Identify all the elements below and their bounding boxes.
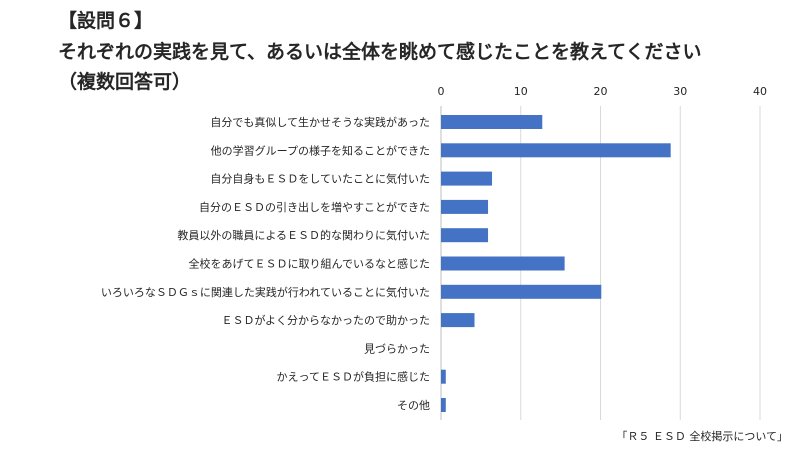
bar xyxy=(441,256,565,271)
chart-title-line-3: （複数回答可） xyxy=(58,71,192,93)
bars xyxy=(441,115,671,412)
category-label: いろいろなＳＤＧｓに関連した実践が行われていることに気付いた xyxy=(101,285,430,299)
source-note: 「Ｒ５ ＥＳＤ 全校掲示について」 xyxy=(616,430,788,443)
bar xyxy=(441,398,446,412)
bar xyxy=(441,228,489,243)
category-label: 他の学習グループの様子を知ることができた xyxy=(211,143,430,157)
x-tick-label: 30 xyxy=(673,85,687,98)
category-label: 教員以外の職員によるＥＳＤ的な関わりに気付いた xyxy=(177,228,430,242)
x-tick-label: 10 xyxy=(514,85,528,98)
category-label: ＥＳＤがよく分からなかったので助かった xyxy=(222,313,430,327)
chart-title-line-2: それぞれの実践を見て、あるいは全体を眺めて感じたことを教えてください xyxy=(58,41,702,63)
x-tick-label: 20 xyxy=(594,85,608,98)
bar xyxy=(441,199,489,214)
x-tick-label: 0 xyxy=(438,85,445,98)
category-label: かえってＥＳＤが負担に感じた xyxy=(277,370,430,384)
bar xyxy=(441,115,543,129)
category-label: 全校をあげてＥＳＤに取り組んでいるなと感じた xyxy=(189,257,430,271)
bar xyxy=(441,369,446,384)
bar xyxy=(441,284,602,299)
x-tick-label: 40 xyxy=(753,85,767,98)
category-labels: 自分でも真似して生かせそうな実践があった他の学習グループの様子を知ることができた… xyxy=(101,115,430,412)
bar xyxy=(441,313,475,328)
category-label: 自分自身もＥＳＤをしていたことに気付いた xyxy=(210,172,430,186)
category-label: 見づらかった xyxy=(364,342,430,355)
x-axis-ticks: 0 10 20 30 40 xyxy=(438,85,768,98)
category-label: 自分のＥＳＤの引き出しを増やすことができた xyxy=(199,200,430,214)
category-label: その他 xyxy=(397,399,430,412)
chart-title-line-1: 【設問６】 xyxy=(58,10,154,32)
category-label: 自分でも真似して生かせそうな実践があった xyxy=(210,115,430,129)
bar xyxy=(441,143,671,158)
bar xyxy=(441,171,493,186)
